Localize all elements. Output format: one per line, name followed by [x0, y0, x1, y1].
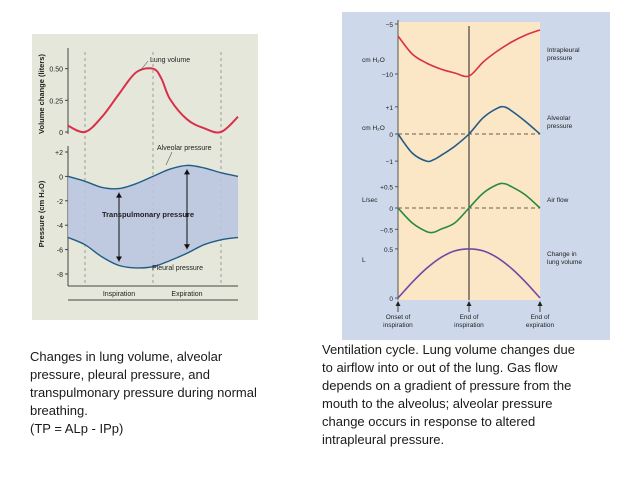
- r-tick-label-3-0: 0.5: [384, 247, 393, 254]
- r-tick-label-2-1: 0: [389, 206, 393, 213]
- r-ylabel-1: cm H₂O: [362, 125, 385, 132]
- r-tick-label-1-1: 0: [389, 132, 393, 139]
- left-caption: Changes in lung volume, alveolar pressur…: [30, 349, 257, 436]
- r-tick-label-1-2: −1: [386, 159, 394, 166]
- r-tick-label-3-1: 0: [389, 296, 393, 303]
- tp-arrowhead-down-1: [184, 244, 190, 250]
- tp-arrowhead-up-0: [116, 192, 122, 198]
- r-series-label-2: Air flow: [547, 197, 569, 204]
- transpulmonary-band: [68, 165, 238, 268]
- alveolar-pressure-label: Alveolar pressure: [157, 145, 212, 152]
- r-tick-label-1-0: +1: [386, 105, 394, 112]
- r-ylabel-3: L: [362, 257, 366, 264]
- lung-volume-leader: [139, 60, 149, 72]
- marker-arrowhead-0: [395, 301, 401, 306]
- transpulmonary-label: Transpulmonary pressure: [102, 210, 194, 219]
- r-ylabel-2: L/sec: [362, 197, 378, 204]
- pressure-tick-label-3: -4: [57, 223, 63, 230]
- volume-tick-label-1: 0.25: [49, 98, 63, 105]
- r-series-label-1: Alveolar pressure: [547, 115, 573, 130]
- r-series-label-0: Intrapleural pressure: [547, 47, 580, 62]
- pressure-tick-label-5: -8: [57, 272, 63, 279]
- pressure-tick-label-4: -6: [57, 248, 63, 255]
- pressure-axis-title: Pressure (cm H₂O): [37, 180, 46, 247]
- r-tick-label-0-0: −5: [386, 22, 394, 29]
- alveolar-pressure-leader: [165, 151, 173, 166]
- r-series-line-2: [397, 182, 541, 234]
- alveolar-pressure-line: [67, 164, 239, 190]
- pressure-tick-label-2: -2: [57, 199, 63, 206]
- x-marker-label-2: End of expiration: [526, 314, 555, 329]
- right-caption: Ventilation cycle. Lung volume changes d…: [322, 342, 575, 447]
- pressure-tick-label-1: 0: [59, 174, 63, 181]
- r-series-label-3: Change in lung volume: [547, 251, 582, 266]
- phase-expiration: Expiration: [171, 291, 202, 298]
- r-tick-label-0-1: −10: [382, 72, 393, 79]
- lung-volume-line: [67, 67, 239, 134]
- pleural-pressure-label: Pleural pressure: [152, 265, 203, 272]
- phase-inspiration: Inspiration: [103, 291, 135, 298]
- x-marker-label-1: End of inspiration: [454, 314, 484, 329]
- r-ylabel-0: cm H₂O: [362, 57, 385, 64]
- x-marker-label-0: Onset of inspiration: [383, 314, 413, 329]
- right-figure: −5 −10 cm H₂O Intrapleural pressure +1 0 −1 cm H…: [342, 12, 610, 340]
- r-series-line-0: [397, 29, 541, 78]
- lung-volume-label: Lung volume: [150, 57, 190, 64]
- r-tick-label-2-2: −0.5: [380, 227, 393, 234]
- tp-arrowhead-down-0: [116, 256, 122, 262]
- tp-arrowhead-up-1: [184, 169, 190, 175]
- marker-arrowhead-2: [537, 301, 543, 306]
- pressure-tick-label-0: +2: [55, 150, 63, 157]
- volume-axis-title: Volume change (liters): [37, 54, 46, 134]
- pleural-pressure-line: [67, 236, 239, 269]
- marker-arrowhead-1: [466, 301, 472, 306]
- volume-tick-label-0: 0: [59, 130, 63, 137]
- r-series-line-1: [397, 105, 541, 163]
- r-series-line-3: [397, 248, 541, 299]
- r-tick-label-2-0: +0.5: [380, 185, 393, 192]
- volume-tick-label-2: 0.50: [49, 67, 63, 74]
